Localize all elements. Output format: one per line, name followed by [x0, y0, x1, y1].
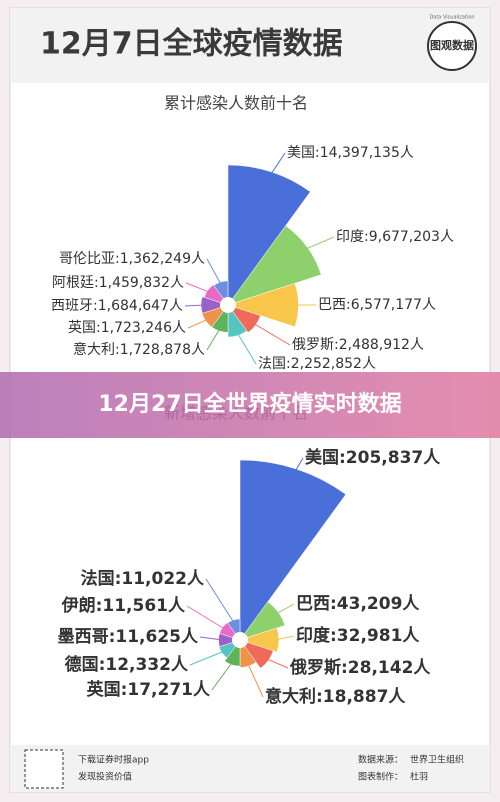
rose-sector	[201, 304, 229, 328]
leader-line	[189, 650, 226, 666]
leader-line	[264, 657, 289, 669]
qr-code	[24, 749, 64, 789]
value-label: 巴西:6,577,177人	[318, 297, 436, 313]
leader-line	[205, 578, 236, 625]
footer-maker: 杜羽	[410, 771, 428, 783]
footer-slogan: 发现投资价值	[78, 771, 132, 783]
value-label: 美国:14,397,135人	[287, 145, 414, 161]
leader-line	[206, 258, 223, 287]
center-hole	[232, 632, 248, 648]
value-label: 哥伦比亚:1,362,249人	[59, 251, 205, 267]
charts: 累计感染人数前十名美国:14,397,135人印度:9,677,203人巴西:6…	[51, 94, 454, 708]
value-label: 美国:205,837人	[305, 447, 441, 468]
rose-sector	[239, 459, 347, 641]
value-label: 意大利:18,887人	[265, 686, 406, 707]
logo-sub: Data Visualization	[429, 15, 474, 21]
value-label: 阿根廷:1,459,832人	[52, 275, 184, 291]
header-bg	[10, 8, 490, 83]
value-label: 伊朗:11,561人	[61, 595, 186, 616]
footer-bg	[10, 745, 490, 792]
leader-line	[187, 318, 210, 329]
rose-sector	[227, 304, 248, 338]
leader-line	[206, 326, 222, 351]
rose-sector	[239, 639, 274, 669]
rose-sector	[239, 627, 280, 653]
value-label: 意大利:1,728,878人	[73, 341, 205, 358]
footer-source-label: 数据来源：	[358, 754, 403, 766]
leader-line	[211, 660, 234, 691]
leader-line	[293, 457, 304, 473]
value-label: 法国:11,022人	[81, 568, 205, 589]
value-label: 英国:17,271人	[87, 679, 211, 700]
center-hole	[220, 297, 236, 313]
chart-title: 累计感染人数前十名	[164, 94, 308, 113]
value-label: 德国:12,332人	[65, 654, 189, 675]
banner-bg	[0, 372, 500, 438]
value-label: 英国:1,723,246人	[68, 319, 186, 336]
rose-sector	[227, 225, 322, 306]
leader-line	[274, 603, 295, 616]
logo-text: 图观数据	[430, 38, 474, 52]
leader-line	[246, 662, 264, 698]
leader-line	[269, 152, 286, 176]
leader-line	[199, 636, 223, 641]
footer-source: 世界卫生组织	[410, 754, 464, 766]
leader-line	[185, 282, 212, 294]
value-label: 俄罗斯:28,142人	[289, 657, 431, 678]
header-title: 12月7日全球疫情数据	[40, 27, 343, 62]
leader-line	[184, 304, 206, 307]
value-label: 西班牙:1,684,647人	[51, 298, 183, 314]
leader-line	[303, 236, 335, 251]
rose-sector	[227, 164, 311, 306]
footer-maker-label: 图表制作：	[358, 771, 403, 783]
logo	[427, 21, 477, 71]
leader-line	[186, 605, 227, 631]
value-label: 印度:32,981人	[296, 625, 420, 646]
leader-line	[236, 331, 257, 365]
value-label: 墨西哥:11,625人	[58, 627, 199, 647]
value-label: 法国:2,252,852人	[258, 356, 376, 372]
footer-app: 下载证券时报app	[78, 754, 149, 766]
value-label: 巴西:43,209人	[296, 594, 420, 614]
banner: 12月27日全世界疫情实时数据	[98, 391, 401, 417]
value-label: 俄罗斯:2,488,912人	[292, 337, 424, 353]
leader-line	[274, 635, 295, 641]
value-label: 印度:9,677,203人	[336, 229, 454, 245]
leader-line	[252, 322, 291, 346]
